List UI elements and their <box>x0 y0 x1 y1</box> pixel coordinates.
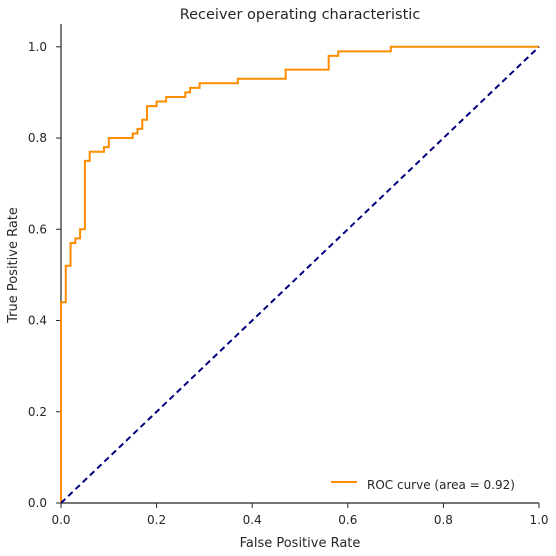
y-tick-label: 0.6 <box>28 222 47 236</box>
y-tick-label: 0.8 <box>28 131 47 145</box>
y-tick-label: 0.0 <box>28 496 47 510</box>
legend-label-roc-curve: ROC curve (area = 0.92) <box>367 478 515 492</box>
y-tick-label: 0.4 <box>28 314 47 328</box>
chart-title: Receiver operating characteristic <box>180 7 421 23</box>
x-tick-label: 0.2 <box>147 513 166 527</box>
x-tick-label: 1.0 <box>529 513 548 527</box>
x-tick-label: 0.0 <box>51 513 70 527</box>
y-ticks: 0.0 0.2 0.4 0.6 0.8 1.0 <box>28 40 61 510</box>
axes: 0.0 0.2 0.4 0.6 0.8 1.0 0.0 0.2 0.4 0.6 0.8 1.0 <box>28 24 549 527</box>
chance-diagonal-line <box>60 46 540 504</box>
plot-lines <box>60 45 540 504</box>
x-tick-label: 0.4 <box>243 513 262 527</box>
x-ticks: 0.0 0.2 0.4 0.6 0.8 1.0 <box>51 503 549 527</box>
y-tick-label: 0.2 <box>28 405 47 419</box>
y-axis-title: True Positive Rate <box>6 207 21 324</box>
x-tick-label: 0.6 <box>338 513 357 527</box>
x-axis-title: False Positive Rate <box>240 536 361 551</box>
y-tick-label: 1.0 <box>28 40 47 54</box>
roc-curve-line <box>60 45 539 503</box>
x-tick-label: 0.8 <box>434 513 453 527</box>
legend: ROC curve (area = 0.92) <box>331 478 515 492</box>
